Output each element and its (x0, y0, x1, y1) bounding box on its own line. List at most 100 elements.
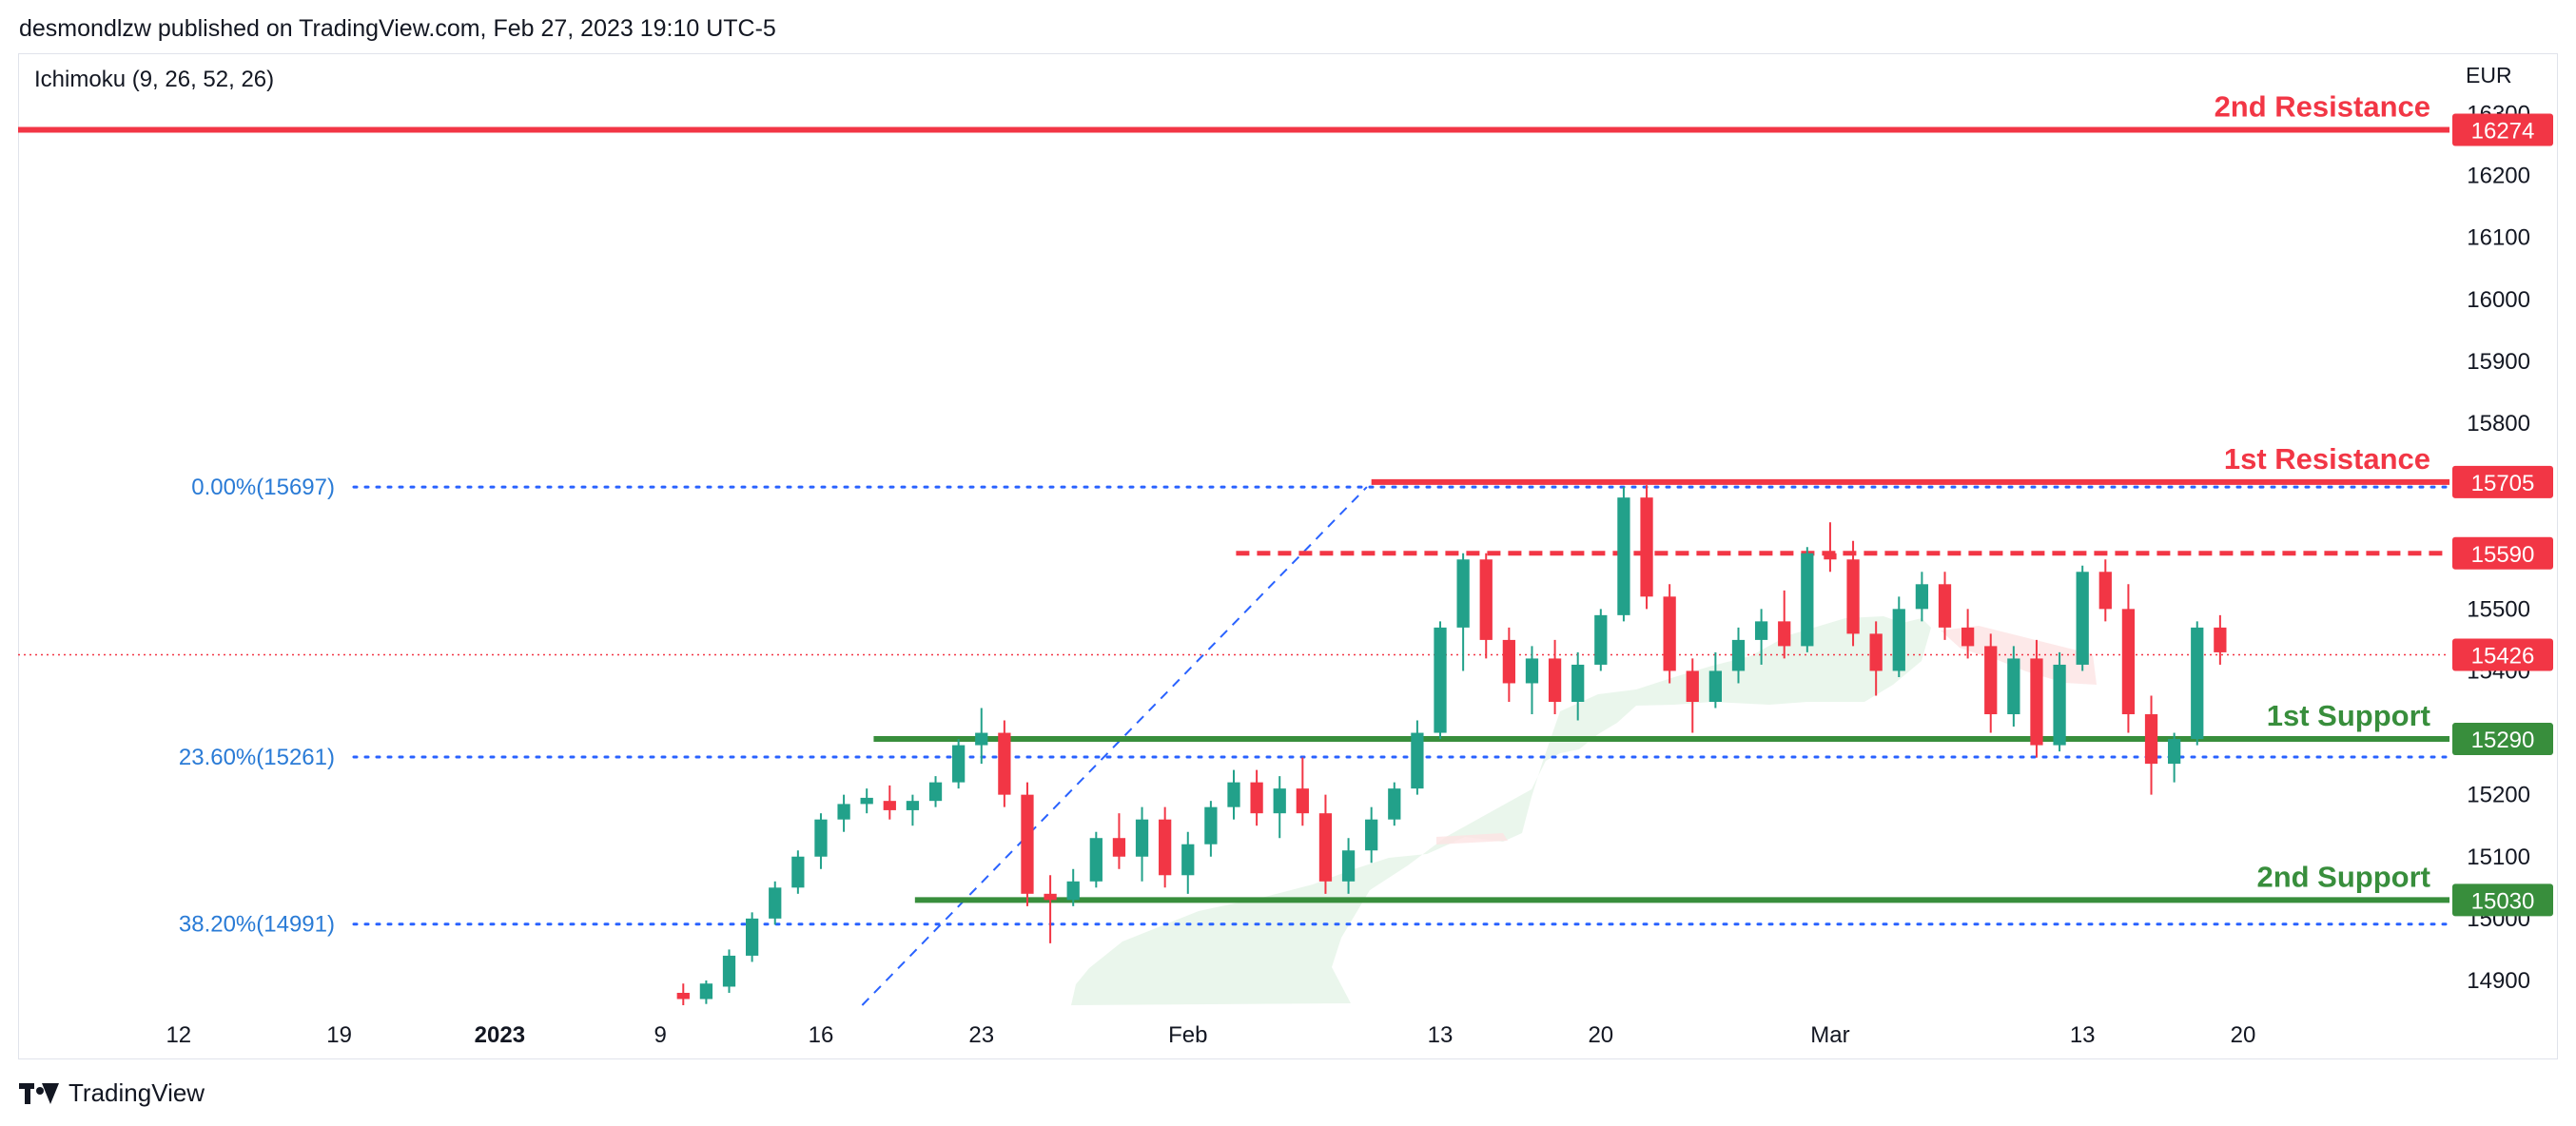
fib-level-label: 38.20%(14991) (179, 912, 335, 938)
price-badge-label: 15590 (2471, 542, 2535, 568)
price-badge (2452, 465, 2553, 498)
x-tick-label: 20 (2231, 1022, 2256, 1048)
price-badge-label: 16274 (2471, 118, 2535, 144)
candle-body (1869, 633, 1883, 671)
x-tick-label: 9 (654, 1022, 666, 1048)
candle-body (1227, 782, 1240, 807)
x-tick-label: 23 (968, 1022, 994, 1048)
candle-body (1021, 794, 1034, 894)
x-tick-label: 2023 (475, 1022, 525, 1048)
candle-body (975, 732, 988, 746)
candle-body (769, 887, 782, 919)
candle-body (837, 804, 850, 820)
candle-body (1066, 881, 1080, 901)
y-tick-label: 15500 (2467, 596, 2530, 622)
x-tick-label: Mar (1810, 1022, 1849, 1048)
candlestick-series[interactable] (676, 485, 2227, 1005)
candle-body (1318, 813, 1333, 882)
candle-body (1640, 497, 1653, 597)
candle-body (1801, 553, 1814, 647)
candle-body (1159, 819, 1172, 876)
candle-body (1204, 806, 1218, 844)
x-tick-label: 19 (326, 1022, 352, 1048)
resistance-level-label: 1st Resistance (2224, 442, 2430, 476)
price-badge (2452, 638, 2553, 671)
price-badge (2452, 113, 2553, 146)
candle-body (1594, 614, 1608, 665)
candle-body (1754, 621, 1768, 640)
candle-body (1708, 670, 1723, 702)
tradingview-footer[interactable]: TradingView (19, 1078, 205, 1108)
tradingview-brand: TradingView (68, 1078, 205, 1107)
x-tick-label: 16 (809, 1022, 834, 1048)
candle-body (998, 732, 1011, 795)
y-tick-label: 15200 (2467, 783, 2530, 808)
candle-body (699, 983, 713, 1000)
fibonacci-retracement[interactable]: 0.00%(15697) 23.60%(15261) 38.20%(14991) (179, 475, 2451, 1006)
price-badge (2452, 723, 2553, 756)
candle-body (1892, 609, 1905, 671)
price-badge-label: 15290 (2471, 728, 2535, 753)
fib-level-label: 0.00%(15697) (191, 475, 335, 500)
x-tick-label: 13 (2070, 1022, 2096, 1048)
x-tick-label: 13 (1428, 1022, 1454, 1048)
candle-body (1388, 788, 1401, 820)
y-tick-label: 16200 (2467, 164, 2530, 189)
candle-body (928, 782, 943, 802)
candle-body (1617, 497, 1630, 615)
chart-frame (18, 53, 2558, 1059)
candle-body (1365, 819, 1378, 851)
candle-body (814, 819, 828, 857)
candle-body (791, 856, 805, 888)
candle-body (2214, 627, 2227, 652)
candle-body (1961, 627, 1975, 647)
x-tick-label: Feb (1168, 1022, 1207, 1048)
price-badges: 16274 15705 15590 15290 15030 15426 (2452, 113, 2553, 917)
candle-body (1434, 627, 1447, 733)
candle-body (2053, 664, 2066, 746)
candle-body (1411, 732, 1424, 789)
currency-label: EUR (2466, 63, 2512, 87)
ichimoku-cloud-green-area (1071, 616, 1931, 1005)
candle-body (1456, 559, 1470, 628)
fib-level-label: 23.60%(15261) (179, 745, 335, 770)
x-tick-label: 12 (166, 1022, 191, 1048)
candle-body (1250, 782, 1263, 814)
candle-body (1135, 819, 1149, 857)
candle-body (2144, 714, 2158, 765)
candle-body (1341, 850, 1356, 882)
candle-body (1846, 559, 1860, 634)
candle-body (1525, 658, 1539, 684)
candle-body (1984, 646, 1998, 715)
price-badge-label: 15705 (2471, 471, 2535, 496)
y-tick-label: 15800 (2467, 411, 2530, 437)
candle-body (722, 955, 736, 987)
candle-body (1548, 658, 1562, 702)
candle-body (1663, 596, 1676, 671)
candle-body (1044, 893, 1057, 901)
candle-body (1571, 664, 1585, 702)
candle-body (2076, 572, 2089, 665)
candle-body (745, 918, 759, 956)
y-tick-label: 15100 (2467, 844, 2530, 870)
price-badge-label: 15030 (2471, 888, 2535, 914)
candle-body (952, 745, 966, 783)
ichimoku-cloud-red-sliver (1436, 833, 1508, 844)
candle-body (676, 992, 690, 1000)
candle-body (1686, 670, 1699, 702)
candle-body (2121, 609, 2136, 715)
fib-trend-line (861, 486, 1368, 1006)
candle-body (860, 797, 873, 805)
support-level-label: 1st Support (2267, 699, 2430, 732)
y-tick-label: 14900 (2467, 968, 2530, 994)
y-tick-label: 16100 (2467, 225, 2530, 251)
support-resistance-levels[interactable]: 2nd Resistance 1st Resistance 1st Support 2… (18, 89, 2449, 903)
candle-body (1938, 584, 1952, 628)
price-badge-label: 15426 (2471, 644, 2535, 670)
candle-body (1731, 639, 1746, 671)
price-badge (2452, 536, 2553, 570)
y-tick-label: 15900 (2467, 349, 2530, 375)
ichimoku-indicator-label[interactable]: Ichimoku (9, 26, 52, 26) (34, 67, 275, 92)
candle-body (1778, 621, 1791, 647)
